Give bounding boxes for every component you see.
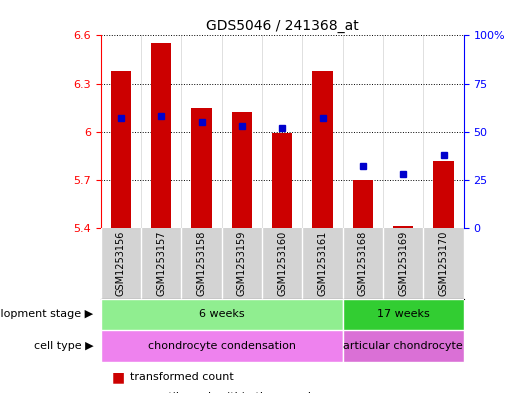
Bar: [353, 180, 373, 228]
Text: GSM1253161: GSM1253161: [317, 231, 328, 296]
Bar: [111, 71, 131, 228]
Bar: [434, 160, 454, 228]
Text: GSM1253169: GSM1253169: [398, 231, 408, 296]
Bar: [313, 71, 333, 228]
Bar: [151, 43, 171, 228]
Text: GSM1253168: GSM1253168: [358, 231, 368, 296]
Text: development stage ▶: development stage ▶: [0, 309, 93, 320]
Bar: [232, 112, 252, 228]
Text: GSM1253158: GSM1253158: [197, 231, 207, 296]
FancyBboxPatch shape: [343, 330, 464, 362]
Text: GSM1253159: GSM1253159: [237, 231, 247, 296]
FancyBboxPatch shape: [343, 299, 464, 330]
Bar: [272, 133, 293, 228]
Text: ■: ■: [111, 370, 125, 384]
Text: percentile rank within the sample: percentile rank within the sample: [130, 392, 317, 393]
Text: GSM1253157: GSM1253157: [156, 231, 166, 296]
Text: GSM1253170: GSM1253170: [439, 231, 448, 296]
Text: ■: ■: [111, 390, 125, 393]
Bar: [191, 108, 211, 228]
Text: chondrocyte condensation: chondrocyte condensation: [148, 341, 296, 351]
Text: 17 weeks: 17 weeks: [377, 309, 430, 320]
Text: GSM1253156: GSM1253156: [116, 231, 126, 296]
Bar: [393, 226, 413, 228]
FancyBboxPatch shape: [101, 299, 343, 330]
Text: 6 weeks: 6 weeks: [199, 309, 244, 320]
Text: transformed count: transformed count: [130, 372, 234, 382]
Text: articular chondrocyte: articular chondrocyte: [343, 341, 463, 351]
FancyBboxPatch shape: [101, 330, 343, 362]
Title: GDS5046 / 241368_at: GDS5046 / 241368_at: [206, 19, 359, 33]
Text: GSM1253160: GSM1253160: [277, 231, 287, 296]
Text: cell type ▶: cell type ▶: [34, 341, 93, 351]
